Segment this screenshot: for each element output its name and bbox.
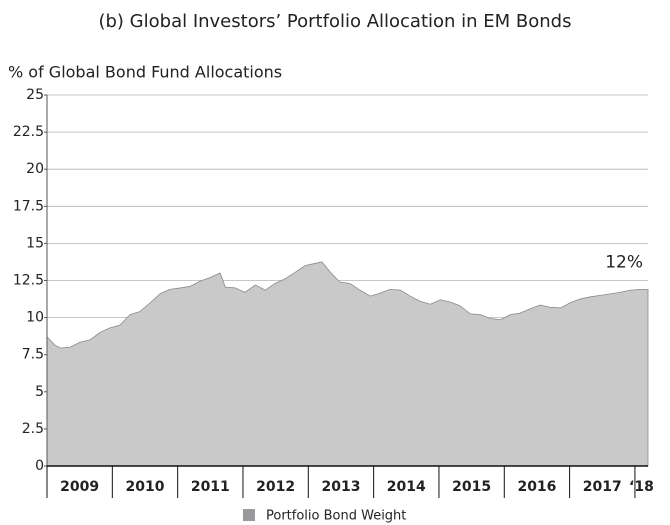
chart-title: (b) Global Investors’ Portfolio Allocati… <box>98 11 571 32</box>
x-tick-label: 2009 <box>60 479 99 495</box>
legend-swatch <box>243 509 255 521</box>
y-tick-label: 25 <box>26 87 44 103</box>
y-tick-label: 22.5 <box>13 124 44 140</box>
x-tick-label: 2012 <box>256 479 295 495</box>
x-tick-label: 2013 <box>321 479 360 495</box>
y-tick-label: 17.5 <box>13 198 44 214</box>
y-tick-label: 7.5 <box>22 347 44 363</box>
annotation: 12% <box>605 252 643 272</box>
x-tick-label: 2014 <box>387 479 426 495</box>
x-tick-label: 2010 <box>126 479 165 495</box>
y-tick-label: 10 <box>26 310 44 326</box>
y-tick-label: 15 <box>26 235 44 251</box>
x-tick-label: ‘18 <box>629 479 654 495</box>
y-tick-label: 0 <box>35 458 44 474</box>
x-tick-label: 2015 <box>452 479 491 495</box>
y-tick-label: 12.5 <box>13 273 44 289</box>
y-tick-label: 20 <box>26 161 44 177</box>
x-tick-label: 2017 <box>583 479 622 495</box>
y-tick-label: 5 <box>35 384 44 400</box>
y-tick-label: 2.5 <box>22 421 44 437</box>
y-axis-label: % of Global Bond Fund Allocations <box>8 63 282 82</box>
x-tick-label: 2011 <box>191 479 230 495</box>
legend-label: Portfolio Bond Weight <box>266 509 406 524</box>
x-tick-label: 2016 <box>517 479 556 495</box>
area <box>46 261 649 467</box>
